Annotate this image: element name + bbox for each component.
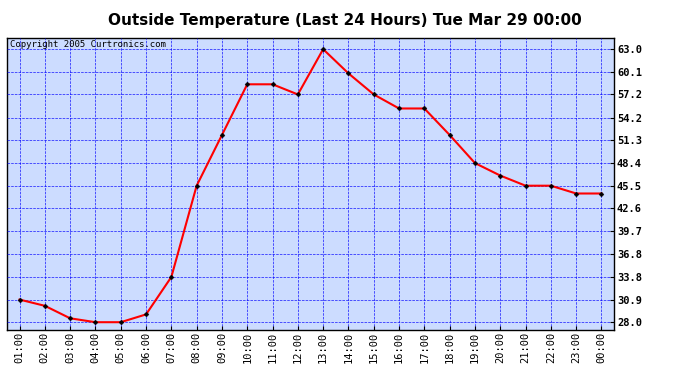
Text: Copyright 2005 Curtronics.com: Copyright 2005 Curtronics.com xyxy=(10,40,166,50)
Text: Outside Temperature (Last 24 Hours) Tue Mar 29 00:00: Outside Temperature (Last 24 Hours) Tue … xyxy=(108,13,582,28)
